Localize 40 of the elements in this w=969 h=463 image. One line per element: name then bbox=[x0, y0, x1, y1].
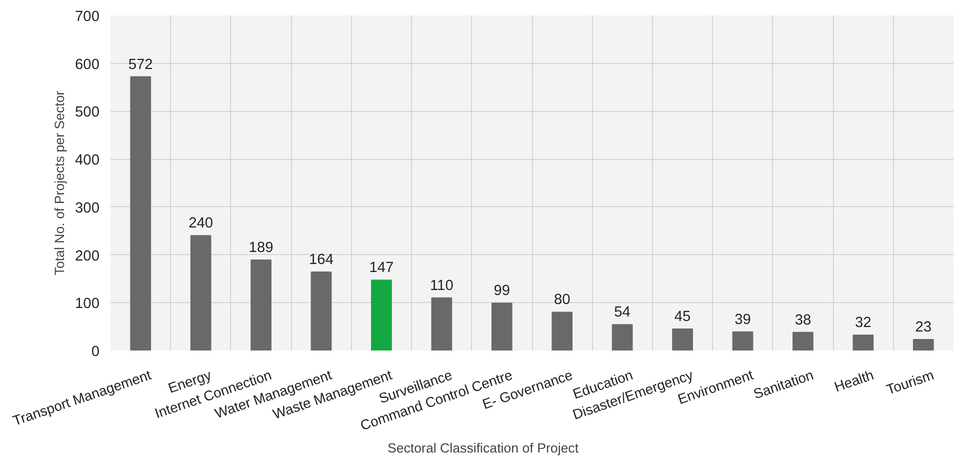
y-tick-label: 500 bbox=[75, 104, 100, 121]
data-label: 189 bbox=[248, 240, 274, 256]
data-label: 45 bbox=[674, 308, 691, 325]
bar bbox=[732, 331, 754, 350]
data-label: 99 bbox=[494, 283, 510, 300]
data-label: 110 bbox=[430, 278, 454, 294]
bar bbox=[552, 312, 573, 350]
x-tick-label: Tourism bbox=[884, 366, 936, 398]
y-tick-label: 100 bbox=[75, 296, 100, 312]
bar bbox=[130, 76, 152, 350]
y-tick-label: 700 bbox=[75, 9, 100, 25]
data-label: 32 bbox=[855, 315, 872, 332]
bar bbox=[672, 328, 693, 350]
bar bbox=[491, 302, 512, 350]
bar bbox=[371, 280, 392, 350]
data-label: 38 bbox=[794, 312, 812, 328]
data-label: 147 bbox=[369, 260, 394, 276]
data-label: 54 bbox=[614, 304, 630, 321]
data-label: 164 bbox=[309, 252, 334, 268]
y-tick-label: 400 bbox=[75, 152, 100, 169]
x-tick-label: Health bbox=[832, 366, 876, 395]
data-label: 39 bbox=[734, 312, 751, 328]
bar bbox=[250, 260, 272, 350]
data-label: 572 bbox=[128, 56, 153, 73]
bar bbox=[852, 334, 874, 350]
y-axis-title: Total No. of Projects per Sector bbox=[52, 90, 68, 276]
data-label: 240 bbox=[188, 216, 214, 232]
y-tick-label: 0 bbox=[91, 344, 100, 360]
x-axis-title: Sectoral Classification of Project bbox=[387, 440, 579, 456]
bar bbox=[792, 332, 814, 350]
bar bbox=[190, 235, 212, 350]
data-label: 80 bbox=[554, 292, 570, 308]
data-label: 23 bbox=[915, 319, 932, 336]
y-tick-label: 600 bbox=[75, 56, 100, 73]
bar bbox=[912, 338, 934, 350]
bar bbox=[612, 324, 633, 350]
y-tick-label: 200 bbox=[75, 248, 100, 264]
y-tick-label: 300 bbox=[75, 200, 100, 216]
bar bbox=[310, 272, 332, 350]
bar bbox=[431, 297, 452, 350]
